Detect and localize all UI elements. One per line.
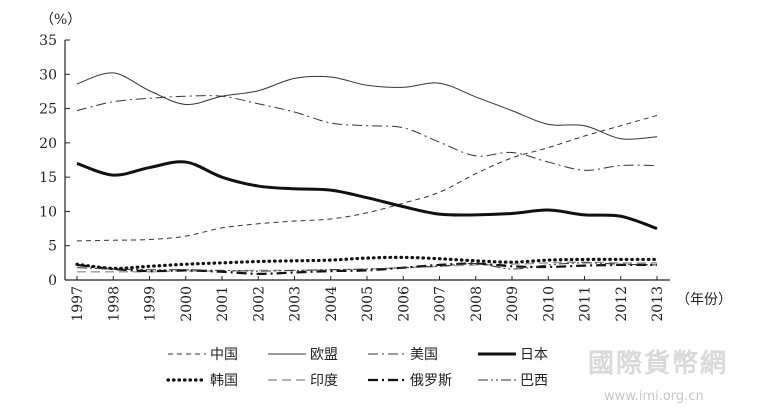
x-tick-label: 2009 (505, 286, 521, 322)
x-tick-label: 2000 (179, 286, 195, 322)
x-tick-label: 2011 (578, 286, 594, 322)
x-tick-label: 2007 (433, 286, 449, 322)
series-line-1 (76, 114, 658, 242)
series-line-5 (75, 255, 659, 270)
x-tick-label: 2005 (360, 286, 376, 322)
x-tick-label: 2013 (650, 286, 666, 322)
axes: 0 5 10 15 20 25 30 35 1997 1998 1999 2000 2001 2002 20… (39, 33, 670, 322)
y-tick-label: 10 (39, 204, 57, 220)
watermark-title: 國際貨幣網 (588, 348, 728, 379)
legend-label: 美国 (410, 347, 438, 363)
series-line-6 (76, 261, 658, 273)
legend-label: 韩国 (210, 373, 238, 389)
y-axis-unit-label: （%） (40, 12, 81, 28)
watermark-url: www.imi.org.cn (604, 389, 704, 404)
x-tick-label: 2012 (614, 286, 630, 322)
legend-label: 印度 (310, 373, 338, 389)
y-tick-label: 20 (39, 136, 57, 152)
x-tick-label: 2004 (324, 286, 340, 322)
series-lines (75, 72, 659, 275)
x-tick-label: 2006 (396, 286, 412, 322)
x-axis-unit-label: （年份） (676, 292, 732, 308)
legend-label: 欧盟 (310, 347, 338, 363)
series-line-2 (76, 72, 658, 140)
series-line-4 (76, 160, 658, 230)
x-tick-label: 1998 (106, 286, 122, 322)
y-tick-label: 15 (39, 170, 57, 186)
series-line-7 (76, 262, 658, 275)
legend-label: 日本 (520, 347, 548, 363)
y-tick-label: 25 (39, 102, 57, 118)
x-tick-label: 2001 (215, 286, 231, 322)
y-tick-label: 5 (48, 239, 57, 255)
x-tick-label: 1999 (143, 286, 159, 322)
legend-label: 巴西 (520, 373, 548, 389)
x-tick-label: 2003 (288, 286, 304, 322)
x-tick-label: 2008 (469, 286, 485, 322)
y-tick-label: 30 (39, 67, 57, 83)
legend-label: 中国 (210, 347, 238, 363)
legend-label: 俄罗斯 (410, 373, 452, 389)
y-tick-label: 0 (48, 273, 57, 289)
x-tick-label: 2010 (541, 286, 557, 322)
x-tick-label: 2002 (251, 286, 267, 322)
watermark: 國際貨幣網 www.imi.org.cn (588, 348, 728, 404)
series-line-3 (76, 95, 658, 171)
x-tick-label: 1997 (70, 286, 86, 322)
y-tick-label: 35 (39, 33, 57, 49)
series-line-8 (76, 262, 658, 272)
